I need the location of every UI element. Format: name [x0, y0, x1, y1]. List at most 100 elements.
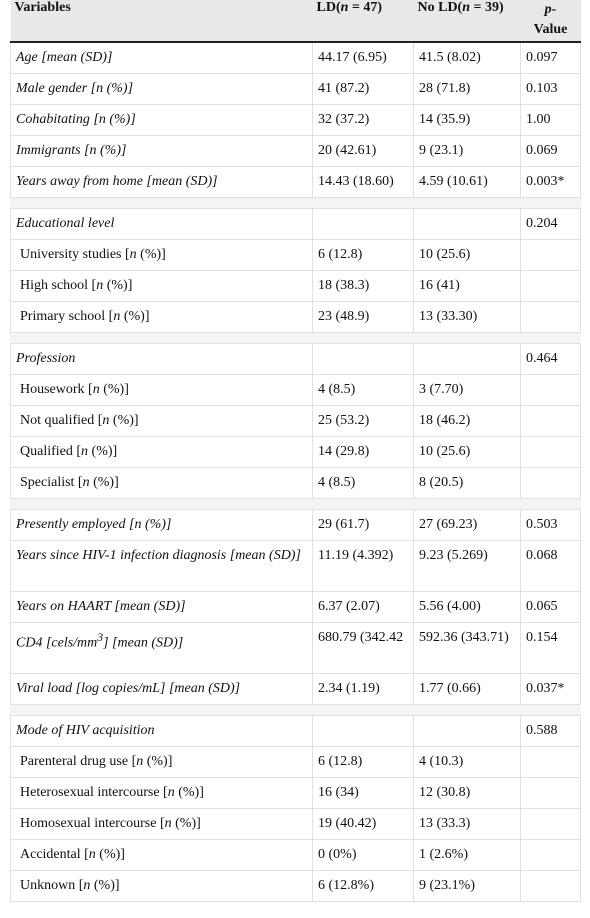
p-value	[520, 404, 581, 437]
header-p-value: p- Value	[520, 0, 581, 43]
ld-value: 6.37 (2.07)	[312, 590, 414, 623]
table-row: Educational level 0.204	[10, 207, 581, 240]
row-label: Primary school [n (%)]	[10, 300, 313, 333]
header-ld: LD(n = 47)	[312, 0, 414, 43]
no-ld-value: 4 (10.3)	[413, 745, 521, 778]
p-value: 0.588	[520, 714, 581, 747]
ld-value	[312, 207, 414, 240]
table-row: Cohabitating [n (%)] 32 (37.2) 14 (35.9)…	[10, 103, 581, 136]
row-label: Homosexual intercourse [n (%)]	[10, 807, 313, 840]
ld-value: 14 (29.8)	[312, 435, 414, 468]
row-label: Cohabitating [n (%)]	[10, 103, 313, 136]
table-row: Profession 0.464	[10, 342, 581, 375]
p-value	[520, 238, 581, 271]
row-label: CD4 [cels/mm3] [mean (SD)]	[10, 621, 313, 674]
ld-value: 11.19 (4.392)	[312, 539, 414, 592]
table-row: Years since HIV-1 infection diagnosis [m…	[10, 539, 581, 592]
row-label: Not qualified [n (%)]	[10, 404, 313, 437]
table-row: Mode of HIV acquisition 0.588	[10, 714, 581, 747]
ld-value: 44.17 (6.95)	[312, 41, 414, 74]
spacer-row	[10, 497, 581, 510]
p-value: 0.204	[520, 207, 581, 240]
p-value: 0.103	[520, 72, 581, 105]
row-label: Profession	[10, 342, 313, 375]
ld-value: 6 (12.8)	[312, 745, 414, 778]
no-ld-value: 18 (46.2)	[413, 404, 521, 437]
ld-value: 4 (8.5)	[312, 373, 414, 406]
no-ld-value: 27 (69.23)	[413, 508, 521, 541]
table-row: Housework [n (%)] 4 (8.5) 3 (7.70)	[10, 373, 581, 406]
header-variables: Variables	[10, 0, 313, 43]
row-label: Years on HAART [mean (SD)]	[10, 590, 313, 623]
p-value	[520, 269, 581, 302]
no-ld-value: 14 (35.9)	[413, 103, 521, 136]
row-label: Immigrants [n (%)]	[10, 134, 313, 167]
table-row: Years away from home [mean (SD)] 14.43 (…	[10, 165, 581, 198]
p-value	[520, 745, 581, 778]
p-value: 0.003*	[520, 165, 581, 198]
p-value: 0.037*	[520, 672, 581, 705]
no-ld-value: 13 (33.3)	[413, 807, 521, 840]
row-label: Male gender [n (%)]	[10, 72, 313, 105]
no-ld-value: 9 (23.1%)	[413, 869, 521, 902]
p-value	[520, 869, 581, 902]
no-ld-value: 16 (41)	[413, 269, 521, 302]
ld-value: 2.34 (1.19)	[312, 672, 414, 705]
ld-value	[312, 714, 414, 747]
no-ld-value: 5.56 (4.00)	[413, 590, 521, 623]
no-ld-value: 3 (7.70)	[413, 373, 521, 406]
p-value: 0.464	[520, 342, 581, 375]
no-ld-value: 9 (23.1)	[413, 134, 521, 167]
row-label: Viral load [log copies/mL] [mean (SD)]	[10, 672, 313, 705]
ld-value: 16 (34)	[312, 776, 414, 809]
table-row: Male gender [n (%)] 41 (87.2) 28 (71.8) …	[10, 72, 581, 105]
p-value	[520, 776, 581, 809]
ld-value	[312, 342, 414, 375]
ld-value: 0 (0%)	[312, 838, 414, 871]
table-row: CD4 [cels/mm3] [mean (SD)] 680.79 (342.4…	[10, 621, 581, 674]
row-label: University studies [n (%)]	[10, 238, 313, 271]
table-row: Not qualified [n (%)] 25 (53.2) 18 (46.2…	[10, 404, 581, 437]
row-label: Parenteral drug use [n (%)]	[10, 745, 313, 778]
table-row: Viral load [log copies/mL] [mean (SD)] 2…	[10, 672, 581, 705]
row-label: Age [mean (SD)]	[10, 41, 313, 74]
p-value	[520, 807, 581, 840]
row-label: High school [n (%)]	[10, 269, 313, 302]
spacer-row	[10, 331, 581, 344]
table-row: Unknown [n (%)] 6 (12.8%) 9 (23.1%)	[10, 869, 581, 902]
table-row: Accidental [n (%)] 0 (0%) 1 (2.6%)	[10, 838, 581, 871]
ld-value: 6 (12.8)	[312, 238, 414, 271]
ld-value: 32 (37.2)	[312, 103, 414, 136]
characteristics-table: Variables LD(n = 47) No LD(n = 39) p- Val…	[10, 0, 581, 902]
row-label: Qualified [n (%)]	[10, 435, 313, 468]
row-label: Years away from home [mean (SD)]	[10, 165, 313, 198]
p-value: 0.068	[520, 539, 581, 592]
ld-value: 19 (40.42)	[312, 807, 414, 840]
table-row: Parenteral drug use [n (%)] 6 (12.8) 4 (…	[10, 745, 581, 778]
table-row: Immigrants [n (%)] 20 (42.61) 9 (23.1) 0…	[10, 134, 581, 167]
row-label: Unknown [n (%)]	[10, 869, 313, 902]
no-ld-value: 10 (25.6)	[413, 238, 521, 271]
ld-value: 20 (42.61)	[312, 134, 414, 167]
no-ld-value: 8 (20.5)	[413, 466, 521, 499]
no-ld-value	[413, 207, 521, 240]
table-row: University studies [n (%)] 6 (12.8) 10 (…	[10, 238, 581, 271]
table-row: Homosexual intercourse [n (%)] 19 (40.42…	[10, 807, 581, 840]
p-value	[520, 435, 581, 468]
header-no-ld: No LD(n = 39)	[413, 0, 521, 43]
row-label: Specialist [n (%)]	[10, 466, 313, 499]
row-label: Heterosexual intercourse [n (%)]	[10, 776, 313, 809]
ld-value: 6 (12.8%)	[312, 869, 414, 902]
no-ld-value: 12 (30.8)	[413, 776, 521, 809]
p-value	[520, 838, 581, 871]
table-row: Qualified [n (%)] 14 (29.8) 10 (25.6)	[10, 435, 581, 468]
row-label: Educational level	[10, 207, 313, 240]
no-ld-value: 10 (25.6)	[413, 435, 521, 468]
p-value	[520, 300, 581, 333]
ld-value: 680.79 (342.42	[312, 621, 414, 674]
no-ld-value	[413, 342, 521, 375]
no-ld-value: 1 (2.6%)	[413, 838, 521, 871]
no-ld-value: 9.23 (5.269)	[413, 539, 521, 592]
ld-value: 18 (38.3)	[312, 269, 414, 302]
no-ld-value: 28 (71.8)	[413, 72, 521, 105]
